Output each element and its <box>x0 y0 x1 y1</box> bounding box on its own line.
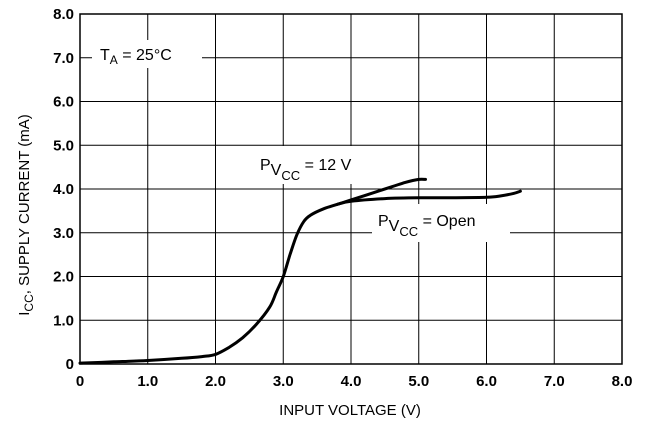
y-tick-labels: 0 1.0 2.0 3.0 4.0 5.0 6.0 7.0 8.0 <box>53 6 74 373</box>
y-tick-label: 8.0 <box>53 6 74 23</box>
y-axis-label-main: I <box>16 312 33 316</box>
x-tick-label: 0 <box>76 373 84 390</box>
x-tick-label: 8.0 <box>612 373 633 390</box>
x-tick-label: 6.0 <box>476 373 497 390</box>
y-tick-label: 6.0 <box>53 94 74 111</box>
ta-annotation: TA = 25°C <box>100 47 172 67</box>
x-tick-label: 1.0 <box>137 373 158 390</box>
ta-rest: = 25°C <box>118 47 172 64</box>
pvccopen-sub1: V <box>389 218 400 235</box>
x-tick-label: 3.0 <box>273 373 294 390</box>
series-line-pvcc-open <box>335 189 522 206</box>
ta-main: T <box>100 47 110 64</box>
y-tick-label: 5.0 <box>53 137 74 154</box>
x-tick-label: 5.0 <box>408 373 429 390</box>
pvccopen-annotation: PVCC = Open <box>378 213 476 239</box>
series-layer <box>78 177 522 365</box>
y-axis-label-rest: , SUPPLY CURRENT (mA) <box>16 114 33 294</box>
pvccopen-annotation-bg <box>372 204 510 242</box>
y-tick-label: 4.0 <box>53 181 74 198</box>
y-tick-label: 2.0 <box>53 269 74 286</box>
y-tick-label: 1.0 <box>53 312 74 329</box>
pvcc12-main: P <box>260 157 271 174</box>
pvcc12-sub2: CC <box>281 168 300 183</box>
pvccopen-sub2: CC <box>399 224 418 239</box>
pvccopen-main: P <box>378 213 389 230</box>
x-tick-label: 7.0 <box>544 373 565 390</box>
pvcc12-annotation: PVCC = 12 V <box>260 157 352 183</box>
pvcc12-rest: = 12 V <box>300 157 351 174</box>
x-tick-label: 2.0 <box>205 373 226 390</box>
pvcc12-sub1: V <box>271 162 282 179</box>
y-tick-label: 3.0 <box>53 225 74 242</box>
y-tick-label: 0 <box>66 356 74 373</box>
x-tick-labels: 0 1.0 2.0 3.0 4.0 5.0 6.0 7.0 8.0 <box>76 373 633 390</box>
plot-frame <box>79 13 623 365</box>
pvcc12-annotation-bg <box>254 146 382 184</box>
y-tick-label: 7.0 <box>53 50 74 67</box>
pvccopen-rest: = Open <box>418 213 475 230</box>
ta-sub: A <box>110 53 118 67</box>
x-axis-label: INPUT VOLTAGE (V) <box>279 402 421 419</box>
y-axis-label-sub: CC <box>22 294 36 312</box>
ta-annotation-bg <box>92 40 202 68</box>
series-line-pvcc-12v <box>78 177 427 365</box>
x-tick-label: 4.0 <box>341 373 362 390</box>
y-axis-label: ICC, SUPPLY CURRENT (mA) <box>16 114 36 316</box>
